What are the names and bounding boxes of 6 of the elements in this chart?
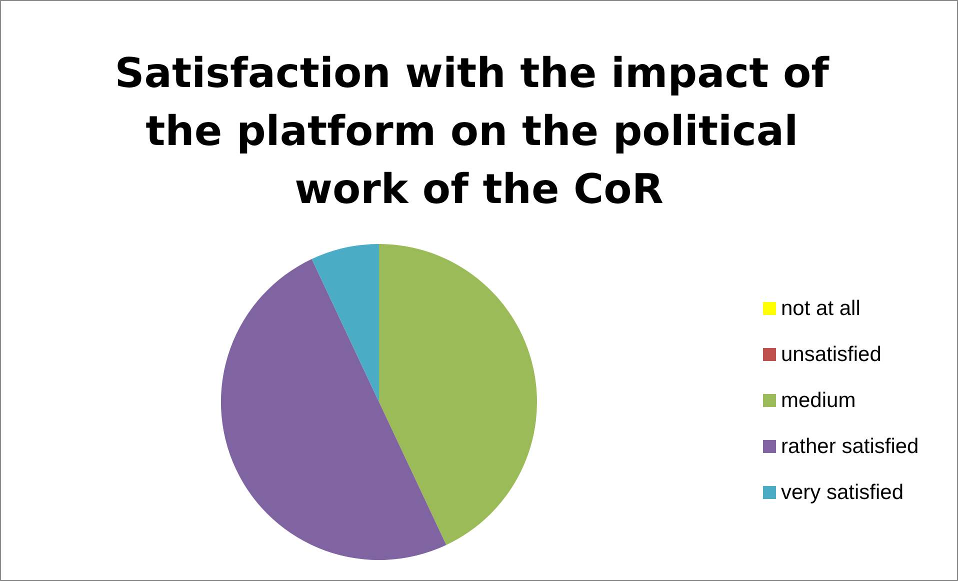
legend-label: not at all	[781, 297, 860, 320]
legend-label: medium	[781, 389, 856, 412]
legend-label: unsatisfied	[781, 343, 882, 366]
chart-title: Satisfaction with the impact of the platform on the political work of the CoR	[114, 49, 844, 213]
legend-label: rather satisfied	[781, 435, 919, 458]
legend-label: very satisfied	[781, 481, 904, 504]
